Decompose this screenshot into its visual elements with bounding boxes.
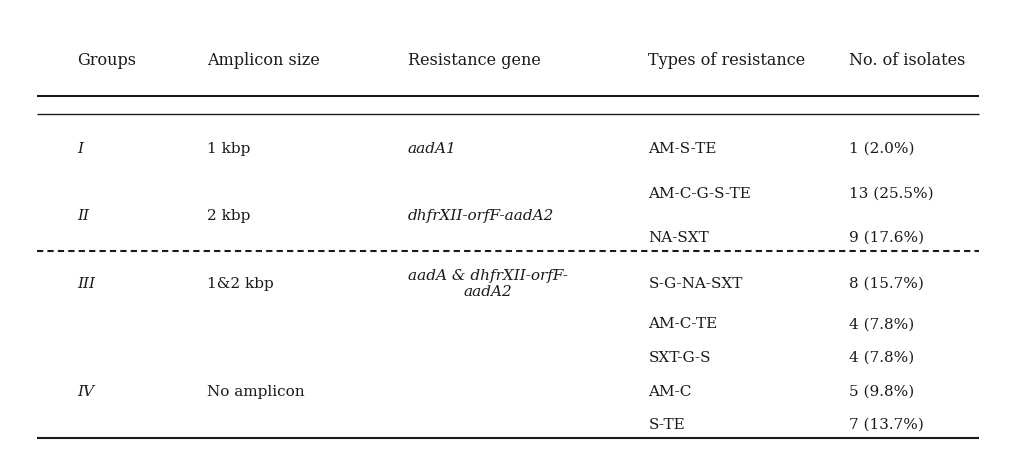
Text: III: III (77, 276, 96, 290)
Text: 9 (17.6%): 9 (17.6%) (848, 231, 924, 244)
Text: aadA1: aadA1 (407, 141, 456, 156)
Text: 2 kbp: 2 kbp (207, 209, 251, 223)
Text: 7 (13.7%): 7 (13.7%) (848, 417, 924, 431)
Text: AM-S-TE: AM-S-TE (648, 141, 717, 156)
Text: 1&2 kbp: 1&2 kbp (207, 276, 274, 290)
Text: 13 (25.5%): 13 (25.5%) (848, 186, 934, 200)
Text: NA-SXT: NA-SXT (648, 231, 709, 244)
Text: 8 (15.7%): 8 (15.7%) (848, 276, 924, 290)
Text: 5 (9.8%): 5 (9.8%) (848, 384, 914, 398)
Text: SXT-G-S: SXT-G-S (648, 350, 711, 364)
Text: Types of resistance: Types of resistance (648, 52, 806, 69)
Text: IV: IV (77, 384, 94, 398)
Text: 1 kbp: 1 kbp (207, 141, 251, 156)
Text: II: II (77, 209, 89, 223)
Text: S-TE: S-TE (648, 417, 685, 431)
Text: 4 (7.8%): 4 (7.8%) (848, 317, 914, 331)
Text: 4 (7.8%): 4 (7.8%) (848, 350, 914, 364)
Text: Groups: Groups (77, 52, 136, 69)
Text: aadA & dhfrXII-orfF-
aadA2: aadA & dhfrXII-orfF- aadA2 (407, 268, 568, 298)
Text: I: I (77, 141, 83, 156)
Text: Amplicon size: Amplicon size (207, 52, 320, 69)
Text: 1 (2.0%): 1 (2.0%) (848, 141, 914, 156)
Text: No amplicon: No amplicon (207, 384, 305, 398)
Text: Resistance gene: Resistance gene (407, 52, 541, 69)
Text: dhfrXII-orfF-aadA2: dhfrXII-orfF-aadA2 (407, 209, 554, 223)
Text: No. of isolates: No. of isolates (848, 52, 965, 69)
Text: S-G-NA-SXT: S-G-NA-SXT (648, 276, 743, 290)
Text: AM-C-TE: AM-C-TE (648, 317, 717, 331)
Text: AM-C: AM-C (648, 384, 692, 398)
Text: AM-C-G-S-TE: AM-C-G-S-TE (648, 186, 751, 200)
